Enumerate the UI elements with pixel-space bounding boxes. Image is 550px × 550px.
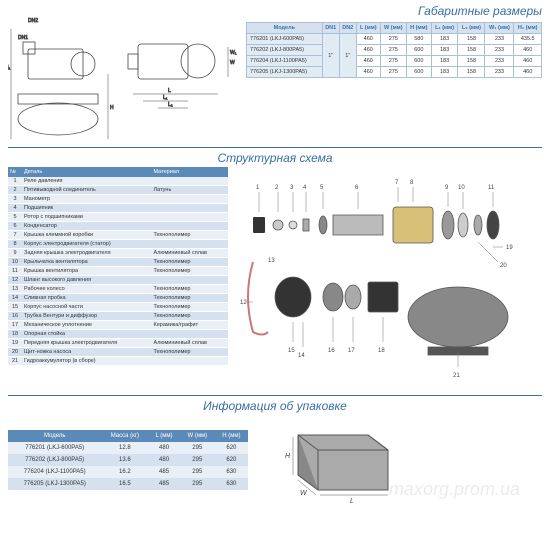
pkg-table: МодельМасса (кг)L (мм)W (мм)H (мм) 77620… (8, 430, 248, 490)
bom-block: №ДетальМатериал 1Реле давления2Пятивывод… (8, 167, 228, 392)
svg-text:DN1: DN1 (18, 35, 28, 41)
svg-text:H₁: H₁ (8, 65, 11, 71)
dims-row: 776204 (LKJ-1100PA5)46027560018315823346… (247, 56, 542, 67)
bom-row: 14Сливная пробкаТехнополимер (8, 294, 228, 303)
bom-row: 18Опорная стойка (8, 330, 228, 339)
svg-text:W: W (300, 490, 308, 497)
bom-row: 2Пятивыводной соединительЛатунь (8, 186, 228, 195)
svg-text:11: 11 (488, 185, 495, 191)
svg-text:3: 3 (290, 185, 294, 191)
dims-th: L₂ (мм) (458, 23, 485, 34)
svg-text:15: 15 (288, 348, 295, 354)
svg-text:18: 18 (378, 348, 385, 354)
svg-text:13: 13 (268, 258, 275, 264)
dims-th: W (мм) (380, 23, 406, 34)
bom-row: 12Шланг высокого давления (8, 276, 228, 285)
exploded-view: 123 456 789 1011 121315 141617 181920 21 (234, 167, 542, 392)
pkg-row: 776201 (LKJ-600PA5)12.8480295620 (8, 442, 248, 454)
svg-text:16: 16 (328, 348, 335, 354)
svg-text:19: 19 (506, 245, 513, 251)
dims-title: Габаритные размеры (246, 4, 542, 18)
bom-row: 10Крыльчатка вентилятораТехнополимер (8, 258, 228, 267)
bom-row: 7Крышка клеммной коробкиТехнополимер (8, 231, 228, 240)
bom-row: 20Щит-ножка насосаТехнополимер (8, 348, 228, 357)
dims-th: H (мм) (406, 23, 431, 34)
pkg-row: 776202 (LKJ-800PA5)13.6480295620 (8, 454, 248, 466)
bom-row: 3Манометр (8, 195, 228, 204)
pkg-row: 776204 (LKJ-1100PA5)16.2485295630 (8, 466, 248, 478)
pkg-title: Информация об упаковке (0, 399, 550, 413)
box-drawing: H W L (258, 415, 408, 505)
dims-th: Модель (247, 23, 323, 34)
dims-th: H₁ (мм) (514, 23, 542, 34)
svg-text:4: 4 (303, 185, 307, 191)
dims-th: L₁ (мм) (431, 23, 458, 34)
svg-text:L₂: L₂ (168, 102, 173, 108)
dims-table: МодельDN1DN2L (мм)W (мм)H (мм)L₁ (мм)L₂ … (246, 22, 542, 78)
bom-row: 11Крышка вентилятораТехнополимер (8, 267, 228, 276)
bom-table: №ДетальМатериал 1Реле давления2Пятивывод… (8, 167, 228, 366)
svg-text:21: 21 (453, 373, 460, 379)
pkg-row: 776205 (LKJ-1300PA5)16.5485295630 (8, 478, 248, 490)
svg-text:L: L (350, 498, 354, 505)
bom-row: 15Корпус насосной частиТехнополимер (8, 303, 228, 312)
bom-row: 13Рабочее колесоТехнополимер (8, 285, 228, 294)
dimensional-drawing: H₁ DN2 DN1 H L L₁ L₂ W (8, 4, 238, 144)
svg-text:DN2: DN2 (28, 18, 38, 24)
svg-text:1: 1 (256, 185, 260, 191)
bom-row: 16Трубка Вентури и диффузорТехнополимер (8, 312, 228, 321)
svg-text:10: 10 (458, 185, 465, 191)
divider2 (8, 395, 542, 396)
bom-row: 5Ротор с подшипниками (8, 213, 228, 222)
svg-text:17: 17 (348, 348, 355, 354)
dims-row: 776205 (LKJ-1300PA5)46027560018315823346… (247, 67, 542, 78)
divider (8, 147, 542, 148)
pump-outline-svg: H₁ DN2 DN1 H L L₁ L₂ W (8, 4, 238, 144)
bom-row: 6Конденсатор (8, 222, 228, 231)
bom-row: 8Корпус электродвигателя (статор) (8, 240, 228, 249)
struct-title: Структурная схема (0, 151, 550, 165)
svg-text:14: 14 (298, 353, 305, 359)
exploded-svg: 123 456 789 1011 121315 141617 181920 21 (234, 167, 542, 392)
svg-text:H: H (285, 453, 291, 460)
svg-text:5: 5 (320, 185, 324, 191)
dims-th: W₁ (мм) (485, 23, 514, 34)
svg-text:L₁: L₁ (163, 95, 168, 101)
dims-th: L (мм) (356, 23, 380, 34)
svg-text:W: W (230, 60, 235, 66)
svg-text:8: 8 (410, 180, 414, 186)
svg-text:W₁: W₁ (230, 50, 237, 56)
svg-text:9: 9 (445, 185, 449, 191)
dims-th: DN2 (339, 23, 356, 34)
bom-row: 4Подшипник (8, 204, 228, 213)
dims-row: 776201 (LKJ-600PA5)1"1"46027558018315823… (247, 34, 542, 45)
svg-text:L: L (168, 88, 171, 94)
svg-text:2: 2 (275, 185, 279, 191)
bom-row: 21Гидроаккумулятор (в сборе) (8, 357, 228, 366)
svg-text:6: 6 (355, 185, 359, 191)
bom-row: 19Передняя крышка электродвигателяАлюмин… (8, 339, 228, 348)
svg-text:H: H (110, 105, 114, 111)
dims-th: DN1 (322, 23, 339, 34)
svg-text:12: 12 (240, 300, 247, 306)
svg-text:7: 7 (395, 180, 399, 186)
bom-row: 1Реле давления (8, 177, 228, 186)
dims-row: 776202 (LKJ-800PA5)460275600183158233460 (247, 45, 542, 56)
svg-text:20: 20 (500, 263, 507, 269)
bom-row: 17Механическое уплотнениеКерамика/графит (8, 321, 228, 330)
bom-row: 9Задняя крышка электродвигателяАлюминиев… (8, 249, 228, 258)
